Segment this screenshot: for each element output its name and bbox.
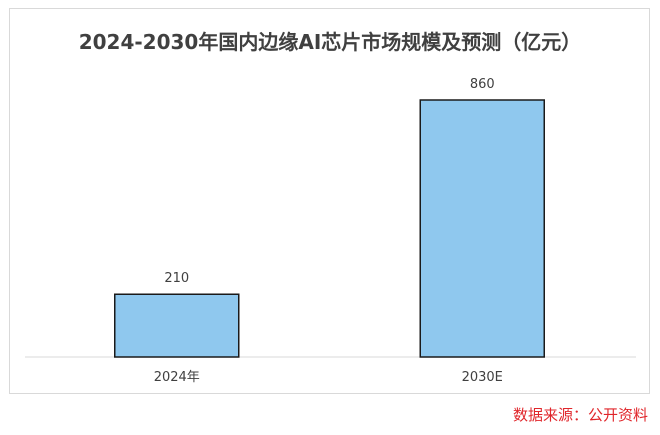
x-tick-label-0: 2024年 bbox=[154, 370, 200, 385]
x-tick-label-1: 2030E bbox=[462, 370, 503, 385]
data-labels-group: 210 860 bbox=[164, 77, 494, 286]
chart-title: 2024-2030年国内边缘AI芯片市场规模及预测（亿元） bbox=[78, 30, 582, 54]
bars-group bbox=[114, 99, 545, 358]
data-label-1: 860 bbox=[470, 77, 495, 92]
bar-0 bbox=[114, 293, 240, 358]
data-label-0: 210 bbox=[164, 271, 189, 286]
source-note: 数据来源：公开资料 bbox=[512, 406, 648, 424]
x-tick-labels-group: 2024年 2030E bbox=[154, 370, 503, 385]
bar-1 bbox=[419, 99, 545, 358]
